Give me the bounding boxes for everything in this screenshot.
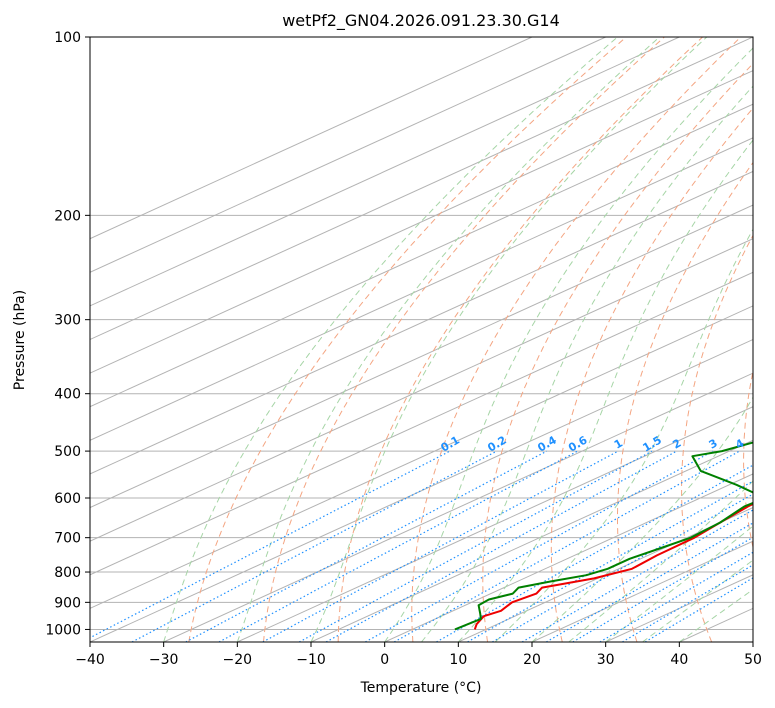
isotherm-line [90,103,753,408]
y-tick-label: 400 [54,387,81,403]
mixing-ratio-line [521,509,753,642]
mixing-ratio-line [298,450,653,642]
y-tick-label: 900 [54,595,81,611]
moist-adiabat [421,85,753,642]
y-tick-label: 700 [54,531,81,547]
x-tick-label: 30 [597,652,615,668]
isotherm-line [90,37,533,240]
dry-adiabat [188,37,627,642]
x-axis-label: Temperature (°C) [360,680,482,696]
plot-frame [89,36,754,643]
moist-adiabat [384,47,753,642]
adiabat-label: 20 [750,527,770,547]
mixing-ratio-line [325,450,677,642]
moist-adiabat [642,559,753,642]
dry-adiabat [550,107,753,642]
y-tick-label: 500 [54,444,81,460]
x-tick-label: 10 [449,652,467,668]
y-tick-label: 200 [54,208,81,224]
isotherm-line [90,338,753,642]
x-tick-label: −40 [75,652,105,668]
y-axis: 100 200 300 400 500 600 700 800 900 1000 [45,30,90,638]
temperature-profile [473,502,753,630]
mixing-ratio-line [393,450,740,642]
background-lines [90,37,753,642]
moist-adiabat [457,139,753,642]
moist-adiabat [236,37,660,642]
x-tick-label: 50 [744,652,762,668]
isotherm-line [90,37,753,341]
dry-adiabat [743,369,753,550]
y-tick-label: 1000 [45,622,81,638]
moist-adiabat [310,37,708,642]
isotherm-line [237,406,753,642]
isotherm-line [90,70,753,374]
dry-adiabat [482,62,753,642]
x-tick-label: 40 [670,652,688,668]
isotherm-line [90,204,753,509]
isotherm-line [163,372,753,642]
mixing-ratio-line [467,480,753,642]
isotherm-line [90,170,753,475]
x-tick-label: −10 [296,652,326,668]
x-tick-label: −20 [223,652,253,668]
isotherm-line [90,271,753,576]
dewpoint-profile [454,441,753,631]
mixing-ratio-line [131,450,498,642]
isotherm-line [384,473,753,642]
moist-adiabat [531,396,753,642]
mixing-ratio-line [546,522,753,642]
y-tick-label: 600 [54,491,81,507]
moist-adiabat [163,37,618,642]
dry-adiabat [263,37,665,642]
mixing-ratio-line [262,450,619,642]
y-tick-label: 100 [54,30,81,46]
y-axis-label: Pressure (hPa) [12,290,28,390]
isotherm-line [90,137,753,441]
isotherm-line [90,37,606,273]
x-tick-label: −30 [149,652,179,668]
x-tick-label: 20 [523,652,541,668]
isotherm-line [90,37,680,307]
dry-adiabat [681,234,753,642]
x-tick-label: 0 [380,652,389,668]
x-axis: −40 −30 −20 −10 0 10 20 30 40 50 [75,642,762,668]
y-tick-label: 300 [54,313,81,329]
dry-adiabat [617,161,753,642]
moist-adiabat [679,588,753,642]
isotherm-line [310,439,753,642]
isotherm-line [90,238,753,542]
dry-adiabat [411,37,742,642]
mixing-ratio-line [90,450,451,639]
isotherm-line [90,305,753,609]
moist-adiabat [494,228,753,642]
y-tick-label: 800 [54,565,81,581]
mixing-ratio-line [365,450,714,642]
chart-title: wetPf2_GN04.2026.091.23.30.G14 [282,11,560,31]
series-layer [454,441,753,631]
